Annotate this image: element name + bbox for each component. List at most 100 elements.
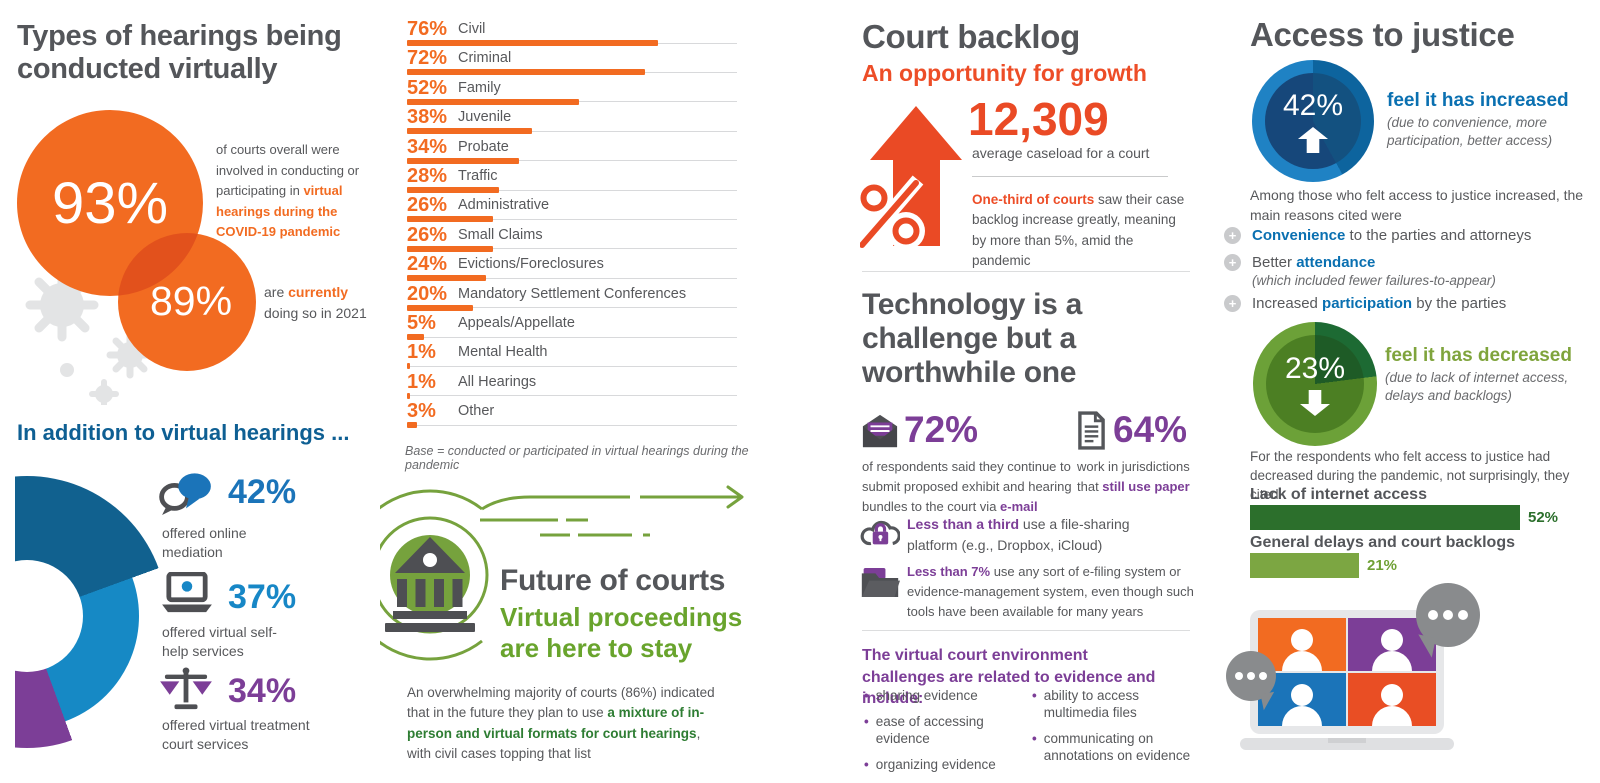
hearing-type-row: 20% Mandatory Settlement Conferences bbox=[407, 283, 737, 312]
bar-label: Lack of internet access bbox=[1250, 486, 1427, 503]
decreased-detail: (due to lack of internet access, delays … bbox=[1385, 370, 1569, 404]
hearing-type-row: 76% Civil bbox=[407, 18, 737, 47]
challenges-list-left: sharing evidence ease of accessing evide… bbox=[864, 688, 1029, 783]
decrease-bar-row: General delays and court backlogs 21% bbox=[1250, 534, 1590, 580]
hearing-type-value: 3% bbox=[407, 400, 436, 423]
scales-of-justice-icon bbox=[160, 667, 212, 710]
hearing-type-label: Administrative bbox=[458, 197, 550, 214]
section-title-virtual-hearings: Types of hearings being conducted virtua… bbox=[17, 20, 342, 86]
stat-mediation-value: 42% bbox=[228, 473, 297, 511]
cloud-lock-icon bbox=[860, 520, 900, 546]
hearing-type-bar bbox=[407, 334, 737, 340]
folder-icon bbox=[861, 567, 900, 598]
stat-treatment-label: offered virtual treatment court services bbox=[162, 717, 310, 752]
hearing-type-label: Other bbox=[458, 403, 495, 420]
increased-label: feel it has increased bbox=[1387, 90, 1569, 111]
future-of-courts-subtitle: Virtual proceedings are here to stay bbox=[500, 602, 743, 663]
hearing-type-value: 72% bbox=[407, 47, 448, 70]
hearing-type-bar bbox=[407, 245, 737, 252]
hearing-type-value: 76% bbox=[407, 18, 448, 40]
future-of-courts-title: Future of courts bbox=[500, 564, 726, 597]
list-item: communicating on annotations on evidence bbox=[1032, 731, 1192, 765]
hearing-type-bar bbox=[407, 275, 737, 282]
hearing-type-bar bbox=[407, 128, 737, 135]
hearing-type-bar bbox=[407, 40, 737, 46]
hearing-type-row: 72% Criminal bbox=[407, 47, 737, 76]
courthouse-icon bbox=[380, 485, 744, 661]
hearing-type-value: 5% bbox=[407, 312, 436, 334]
reason-item: Better attendance (which included fewer … bbox=[1224, 254, 1554, 288]
down-arrow-icon bbox=[1300, 390, 1330, 416]
hearing-type-bar bbox=[407, 216, 737, 223]
bar-value: 52% bbox=[1528, 509, 1559, 526]
hearing-types-bar-chart: 76% Civil 72% Criminal 52% Family 38% Juvenile 3… bbox=[407, 18, 737, 438]
stat-overall-desc: of courts overall were involved in condu… bbox=[216, 142, 360, 240]
hearing-type-bar bbox=[407, 363, 737, 370]
future-of-courts-paragraph: An overwhelming majority of courts (86%)… bbox=[407, 685, 715, 761]
stat-overall-value: 93% bbox=[51, 171, 169, 236]
stat-current-desc: are currently doing so in 2021 bbox=[264, 284, 367, 321]
hearing-type-label: All Hearings bbox=[458, 373, 537, 390]
access-title: Access to justice bbox=[1250, 16, 1515, 53]
reasons-intro: Among those who felt access to justice i… bbox=[1250, 187, 1584, 223]
email-envelope-icon bbox=[862, 414, 898, 448]
hearing-type-value: 26% bbox=[407, 194, 448, 217]
hearing-type-bar bbox=[407, 69, 737, 76]
hearing-type-label: Evictions/Foreclosures bbox=[458, 256, 604, 273]
hearing-type-row: 26% Administrative bbox=[407, 194, 737, 223]
increased-donut-chart: 42% bbox=[1252, 60, 1374, 182]
decreased-value: 23% bbox=[1284, 352, 1346, 385]
video-call-laptop-icon bbox=[1240, 610, 1454, 750]
backlog-note: One-third of courts saw their case backl… bbox=[972, 192, 1185, 268]
hearing-type-value: 34% bbox=[407, 135, 448, 158]
email-stat-desc: of respondents said they continue to sub… bbox=[862, 459, 1072, 515]
hearing-type-value: 1% bbox=[407, 370, 436, 393]
growth-arrow-percent-icon bbox=[860, 106, 962, 250]
hearing-type-bar bbox=[407, 157, 737, 164]
subsection-title-in-addition: In addition to virtual hearings ... bbox=[17, 420, 350, 445]
hearing-type-label: Traffic bbox=[458, 168, 498, 184]
decrease-bar-row: Lack of internet access 52% bbox=[1250, 486, 1590, 532]
hearing-type-bar bbox=[407, 187, 737, 193]
services-donut-chart bbox=[15, 470, 167, 752]
reason-subtext: (which included fewer failures-to-appear… bbox=[1252, 273, 1496, 288]
hearing-type-value: 20% bbox=[407, 282, 448, 305]
plus-icon bbox=[1224, 254, 1241, 271]
court-backlog-subtitle: An opportunity for growth bbox=[862, 60, 1147, 86]
decreased-donut-chart: 23% bbox=[1253, 322, 1377, 446]
efiling-fact: Less than 7% use any sort of e-filing sy… bbox=[907, 564, 1194, 620]
increased-value: 42% bbox=[1282, 89, 1344, 122]
hearing-type-row: 28% Traffic bbox=[407, 165, 737, 194]
hearing-type-bar bbox=[407, 392, 737, 399]
stat-selfhelp-label: offered virtual self-help services bbox=[162, 624, 277, 659]
list-item: organizing evidence bbox=[864, 757, 1029, 774]
hearing-type-row: 52% Family bbox=[407, 77, 737, 106]
decreased-label: feel it has decreased bbox=[1385, 345, 1572, 366]
hearing-type-value: 26% bbox=[407, 223, 448, 246]
hearing-type-label: Mandatory Settlement Conferences bbox=[458, 285, 687, 302]
hearing-type-label: Family bbox=[458, 79, 501, 96]
speech-bubble-icon bbox=[1414, 583, 1480, 658]
stat-mediation-label: offered online mediation bbox=[162, 525, 247, 560]
hearing-type-row: 1% Mental Health bbox=[407, 341, 737, 370]
hearing-type-row: 26% Small Claims bbox=[407, 224, 737, 253]
hearing-type-row: 24% Evictions/Foreclosures bbox=[407, 253, 737, 282]
caseload-value: 12,309 bbox=[968, 93, 1109, 145]
hearing-type-value: 52% bbox=[407, 76, 448, 99]
reason-item: Convenience to the parties and attorneys bbox=[1224, 227, 1554, 244]
hearing-type-value: 1% bbox=[407, 341, 436, 364]
bar-internet-access bbox=[1250, 505, 1520, 530]
hearing-type-bar bbox=[407, 422, 737, 429]
hearing-type-label: Small Claims bbox=[458, 226, 543, 243]
hearing-type-value: 38% bbox=[407, 106, 448, 129]
speech-bubble-icon bbox=[1226, 651, 1278, 711]
hearing-type-row: 5% Appeals/Appellate bbox=[407, 312, 737, 341]
stat-treatment-value: 34% bbox=[228, 672, 297, 710]
hearing-type-value: 24% bbox=[407, 253, 448, 276]
hearing-type-bar bbox=[407, 304, 737, 311]
hearing-type-label: Juvenile bbox=[458, 109, 512, 126]
divider bbox=[972, 176, 1168, 177]
up-arrow-icon bbox=[1298, 127, 1328, 153]
paper-document-icon bbox=[1078, 411, 1105, 450]
